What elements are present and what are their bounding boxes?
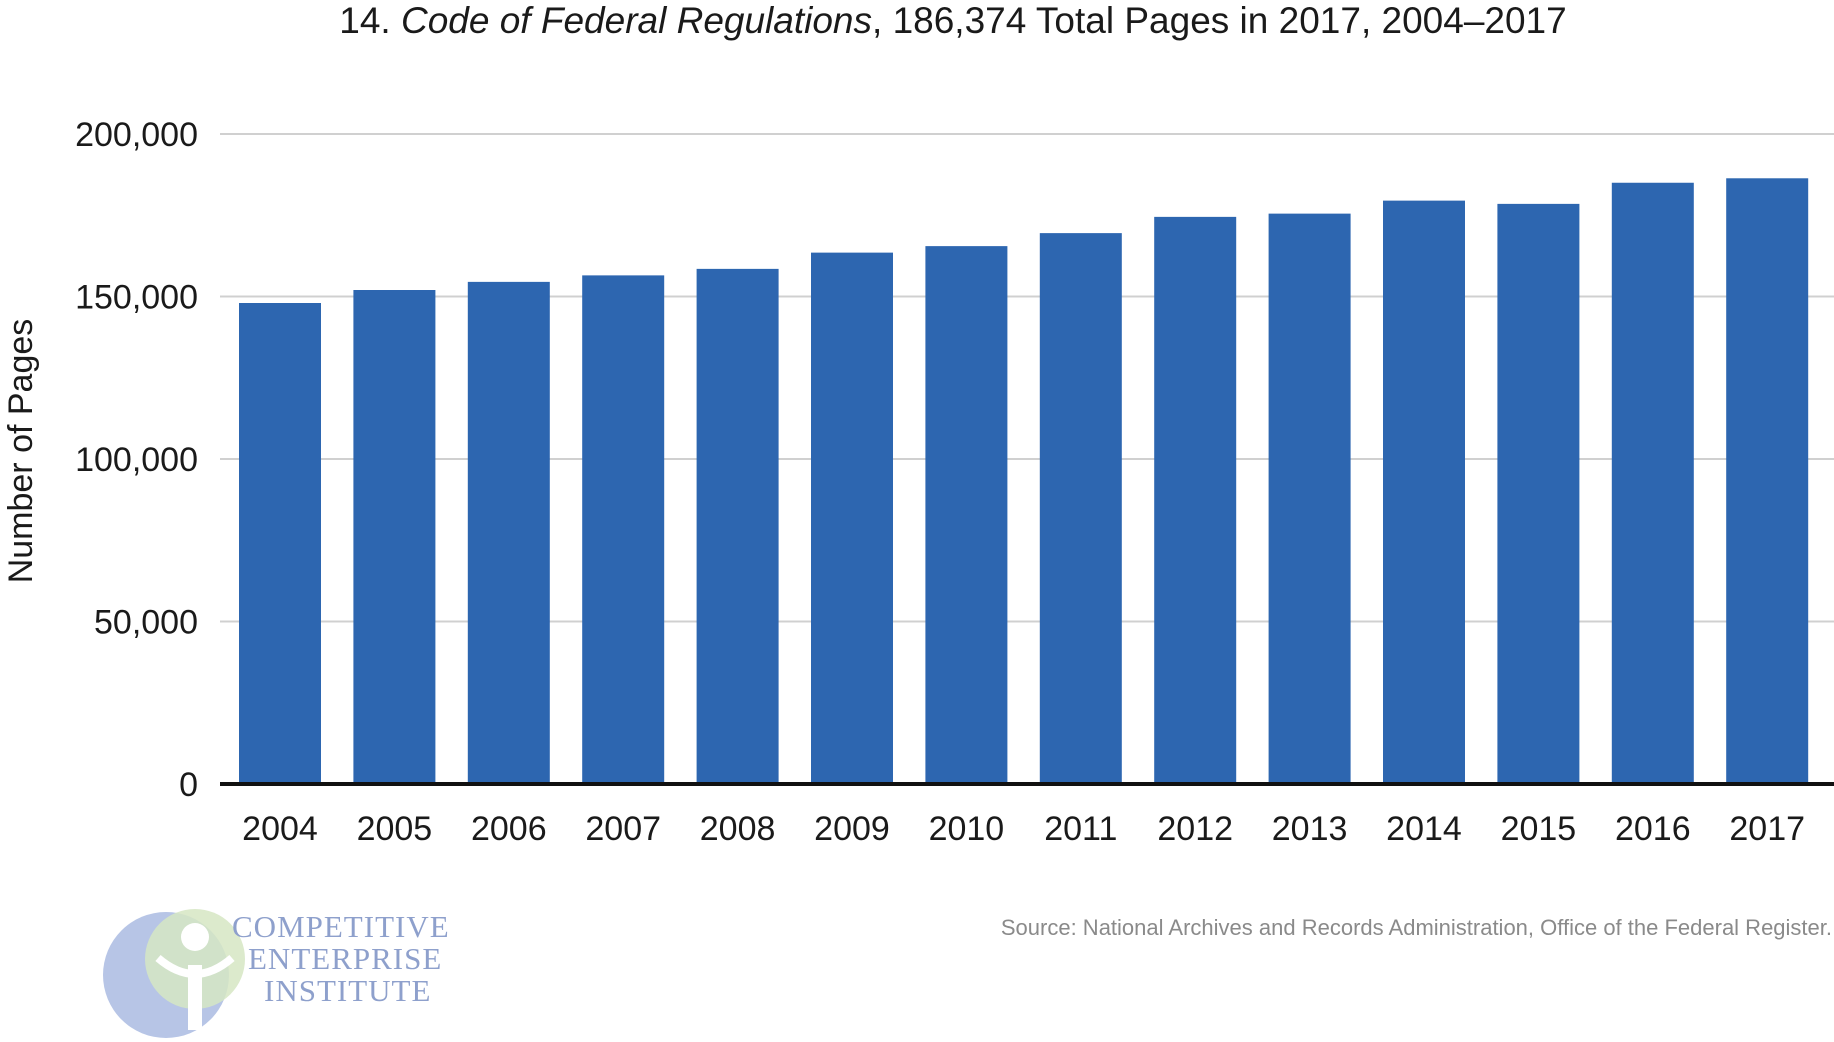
x-tick-label: 2004 [242,810,318,848]
y-tick-label: 150,000 [75,279,198,317]
y-tick-label: 50,000 [94,604,198,642]
bar-2005 [353,290,436,784]
chart-title: 14. Code of Federal Regulations, 186,374… [339,0,1566,41]
chart-title-italic: Code of Federal Regulations [401,0,872,41]
logo-line-3: INSTITUTE [264,973,431,1008]
cei-logo: COMPETITIVE ENTERPRISE INSTITUTE [103,909,450,1038]
x-tick-label: 2007 [585,810,661,848]
x-tick-label: 2016 [1615,810,1691,848]
x-tick-label: 2017 [1729,810,1805,848]
bar-2012 [1154,216,1237,784]
y-tick-label: 200,000 [75,116,198,154]
y-tick-label: 0 [179,766,198,804]
logo-figure-body [188,965,202,1030]
source-note: Source: National Archives and Records Ad… [1001,915,1832,940]
x-tick-label: 2013 [1272,810,1348,848]
x-tick-label: 2010 [929,810,1005,848]
logo-figure-head [181,923,209,951]
bar-2010 [925,246,1008,784]
chart-title-number: 14. [339,0,390,41]
logo-circle-green [145,909,245,1009]
bar-2011 [1039,233,1122,784]
x-tick-label: 2014 [1386,810,1462,848]
x-tick-label: 2006 [471,810,547,848]
x-tick-label: 2005 [357,810,433,848]
bar-2016 [1611,182,1694,784]
bar-2015 [1497,203,1580,784]
y-tick-labels: 0 50,000 100,000 150,000 200,000 [75,116,198,804]
bar-2017 [1726,178,1809,785]
bar-2007 [582,275,665,784]
bar-2009 [811,252,893,784]
x-tick-label: 2012 [1157,810,1233,848]
bar-2004 [239,303,321,784]
x-tick-label: 2009 [814,810,890,848]
y-tick-label: 100,000 [75,441,198,479]
gridlines [220,133,1834,623]
bars [239,178,1809,785]
x-tick-label: 2008 [700,810,776,848]
y-axis-label: Number of Pages [2,319,40,584]
logo-line-2: ENTERPRISE [248,941,442,976]
x-tick-label: 2015 [1501,810,1577,848]
bar-2008 [696,268,779,784]
bar-2014 [1383,200,1465,784]
bar-2013 [1268,213,1351,784]
logo-line-1: COMPETITIVE [232,909,450,944]
x-tick-labels: 2004 2005 2006 2007 2008 2009 2010 2011 2012 2013… [242,810,1805,848]
chart-title-rest: , 186,374 Total Pages in 2017, 2004–2017 [872,0,1567,41]
bar-2006 [467,281,550,784]
x-tick-label: 2011 [1044,810,1117,848]
